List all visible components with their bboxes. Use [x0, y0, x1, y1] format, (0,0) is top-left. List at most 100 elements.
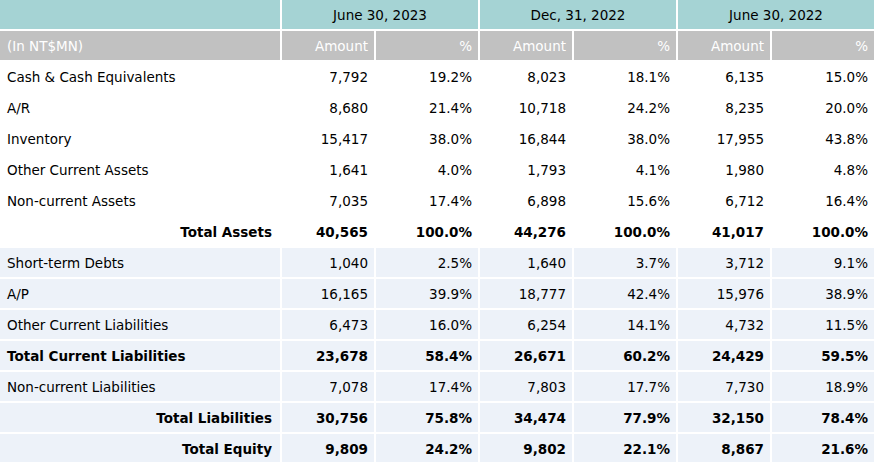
amount-header: Amount [678, 31, 770, 60]
percent-cell: 17.4% [376, 186, 478, 215]
amount-cell: 7,792 [282, 62, 374, 91]
subheader-row: (In NT$MN) Amount % Amount % Amount % [0, 31, 874, 60]
percent-cell: 17.4% [376, 372, 478, 401]
amount-cell: 7,730 [678, 372, 770, 401]
amount-cell: 7,078 [282, 372, 374, 401]
period-header-jun-2023: June 30, 2023 [282, 0, 478, 29]
percent-cell: 100.0% [772, 217, 874, 246]
percent-cell: 77.9% [574, 403, 676, 432]
amount-cell: 16,844 [480, 124, 572, 153]
percent-cell: 17.7% [574, 372, 676, 401]
table-row: Inventory15,41738.0%16,84438.0%17,95543.… [0, 124, 874, 153]
amount-cell: 26,671 [480, 341, 572, 370]
amount-cell: 6,254 [480, 310, 572, 339]
percent-cell: 42.4% [574, 279, 676, 308]
row-label: Non-current Assets [0, 186, 280, 215]
amount-cell: 3,712 [678, 248, 770, 277]
table-row: Non-current Assets7,03517.4%6,89815.6%6,… [0, 186, 874, 215]
table-row: Total Equity9,80924.2%9,80222.1%8,86721.… [0, 434, 874, 462]
amount-cell: 6,473 [282, 310, 374, 339]
table-row: Other Current Assets1,6414.0%1,7934.1%1,… [0, 155, 874, 184]
row-label: Other Current Liabilities [0, 310, 280, 339]
amount-cell: 6,135 [678, 62, 770, 91]
amount-cell: 8,235 [678, 93, 770, 122]
amount-cell: 23,678 [282, 341, 374, 370]
percent-cell: 43.8% [772, 124, 874, 153]
table-row: Total Current Liabilities23,67858.4%26,6… [0, 341, 874, 370]
period-header-dec-2022: Dec, 31, 2022 [480, 0, 676, 29]
row-label: Short-term Debts [0, 248, 280, 277]
amount-cell: 1,641 [282, 155, 374, 184]
amount-cell: 8,867 [678, 434, 770, 462]
amount-cell: 16,165 [282, 279, 374, 308]
percent-cell: 11.5% [772, 310, 874, 339]
amount-cell: 34,474 [480, 403, 572, 432]
table-body: Cash & Cash Equivalents7,79219.2%8,02318… [0, 62, 874, 462]
amount-header: Amount [480, 31, 572, 60]
table-row: Short-term Debts1,0402.5%1,6403.7%3,7129… [0, 248, 874, 277]
amount-cell: 1,640 [480, 248, 572, 277]
percent-cell: 38.0% [574, 124, 676, 153]
percent-cell: 75.8% [376, 403, 478, 432]
corner-cell [0, 0, 280, 29]
percent-cell: 18.1% [574, 62, 676, 91]
percent-header: % [772, 31, 874, 60]
amount-cell: 8,023 [480, 62, 572, 91]
amount-cell: 1,040 [282, 248, 374, 277]
period-header-row: June 30, 2023 Dec, 31, 2022 June 30, 202… [0, 0, 874, 29]
percent-cell: 39.9% [376, 279, 478, 308]
table-row: Non-current Liabilities7,07817.4%7,80317… [0, 372, 874, 401]
amount-cell: 9,802 [480, 434, 572, 462]
amount-header: Amount [282, 31, 374, 60]
percent-cell: 38.9% [772, 279, 874, 308]
percent-cell: 15.6% [574, 186, 676, 215]
row-label: Total Liabilities [0, 403, 280, 432]
percent-cell: 16.0% [376, 310, 478, 339]
amount-cell: 30,756 [282, 403, 374, 432]
table-row: Other Current Liabilities6,47316.0%6,254… [0, 310, 874, 339]
row-label: Non-current Liabilities [0, 372, 280, 401]
percent-cell: 4.8% [772, 155, 874, 184]
amount-cell: 24,429 [678, 341, 770, 370]
period-header-jun-2022: June 30, 2022 [678, 0, 874, 29]
row-label: A/R [0, 93, 280, 122]
percent-cell: 24.2% [376, 434, 478, 462]
percent-cell: 100.0% [574, 217, 676, 246]
row-label: Total Equity [0, 434, 280, 462]
percent-cell: 9.1% [772, 248, 874, 277]
amount-cell: 41,017 [678, 217, 770, 246]
percent-cell: 3.7% [574, 248, 676, 277]
amount-cell: 1,793 [480, 155, 572, 184]
percent-cell: 100.0% [376, 217, 478, 246]
percent-cell: 19.2% [376, 62, 478, 91]
balance-sheet-viewport: June 30, 2023 Dec, 31, 2022 June 30, 202… [0, 0, 874, 462]
amount-cell: 10,718 [480, 93, 572, 122]
unit-label: (In NT$MN) [0, 31, 280, 60]
percent-cell: 38.0% [376, 124, 478, 153]
percent-header: % [574, 31, 676, 60]
amount-cell: 7,035 [282, 186, 374, 215]
amount-cell: 15,976 [678, 279, 770, 308]
percent-cell: 78.4% [772, 403, 874, 432]
percent-cell: 14.1% [574, 310, 676, 339]
amount-cell: 6,898 [480, 186, 572, 215]
percent-cell: 16.4% [772, 186, 874, 215]
amount-cell: 17,955 [678, 124, 770, 153]
percent-cell: 21.6% [772, 434, 874, 462]
row-label: Total Current Liabilities [0, 341, 280, 370]
percent-cell: 18.9% [772, 372, 874, 401]
row-label: A/P [0, 279, 280, 308]
table-row: A/R8,68021.4%10,71824.2%8,23520.0% [0, 93, 874, 122]
table-row: Total Liabilities30,75675.8%34,47477.9%3… [0, 403, 874, 432]
amount-cell: 1,980 [678, 155, 770, 184]
table-row: Total Assets40,565100.0%44,276100.0%41,0… [0, 217, 874, 246]
percent-cell: 20.0% [772, 93, 874, 122]
percent-cell: 58.4% [376, 341, 478, 370]
amount-cell: 40,565 [282, 217, 374, 246]
amount-cell: 15,417 [282, 124, 374, 153]
percent-header: % [376, 31, 478, 60]
percent-cell: 24.2% [574, 93, 676, 122]
percent-cell: 60.2% [574, 341, 676, 370]
percent-cell: 21.4% [376, 93, 478, 122]
table-row: A/P16,16539.9%18,77742.4%15,97638.9% [0, 279, 874, 308]
